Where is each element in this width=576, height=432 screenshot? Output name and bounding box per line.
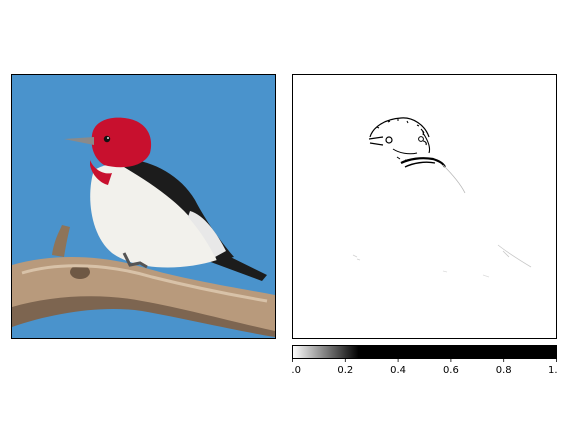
colorbar-ticks: 0.0 0.2 0.4 0.6 0.8 1.0	[292, 359, 557, 376]
colorbar-graphic: 0.0 0.2 0.4 0.6 0.8 1.0	[292, 345, 557, 376]
saliency-map	[293, 75, 556, 338]
bird-body	[90, 162, 217, 268]
saliency-neck	[400, 157, 446, 168]
saliency-feet	[352, 254, 361, 261]
saliency-beak	[368, 136, 384, 146]
saliency-background	[293, 75, 556, 338]
saliency-neck-inner	[404, 161, 436, 168]
bird-neck	[90, 160, 112, 185]
bird-photo	[12, 75, 275, 338]
colorbar-tick-label: 0.0	[292, 365, 301, 376]
branch-knot	[70, 265, 90, 279]
bird-eye-highlight	[107, 137, 109, 139]
colorbar-tick-label: 0.8	[496, 365, 512, 376]
saliency-eye	[385, 136, 393, 144]
bird-wing-patch	[188, 211, 226, 257]
branch-highlight	[21, 264, 268, 303]
branch-twig	[52, 225, 70, 257]
colorbar-tick-label: 0.6	[443, 365, 459, 376]
saliency-wing-edge	[442, 164, 466, 194]
saliency-map-panel	[292, 74, 557, 339]
saliency-tail-edge	[497, 244, 532, 268]
saliency-head-speckle	[376, 119, 425, 134]
colorbar: 0.0 0.2 0.4 0.6 0.8 1.0	[292, 345, 557, 385]
bird-beak	[64, 137, 94, 145]
bird-head	[91, 117, 152, 168]
colorbar-gradient	[292, 345, 557, 359]
bird-feet	[122, 252, 148, 269]
bird-eye	[103, 135, 111, 143]
bird-photo-panel	[11, 74, 276, 339]
colorbar-tick-label: 0.4	[390, 365, 406, 376]
branch-shadow	[12, 296, 275, 337]
saliency-head-outline	[369, 117, 430, 138]
colorbar-tick-label: 1.0	[548, 365, 557, 376]
colorbar-tick-label: 0.2	[337, 365, 353, 376]
saliency-head-right	[420, 128, 431, 154]
saliency-branch-edge	[442, 270, 490, 278]
saliency-spot	[418, 136, 424, 142]
